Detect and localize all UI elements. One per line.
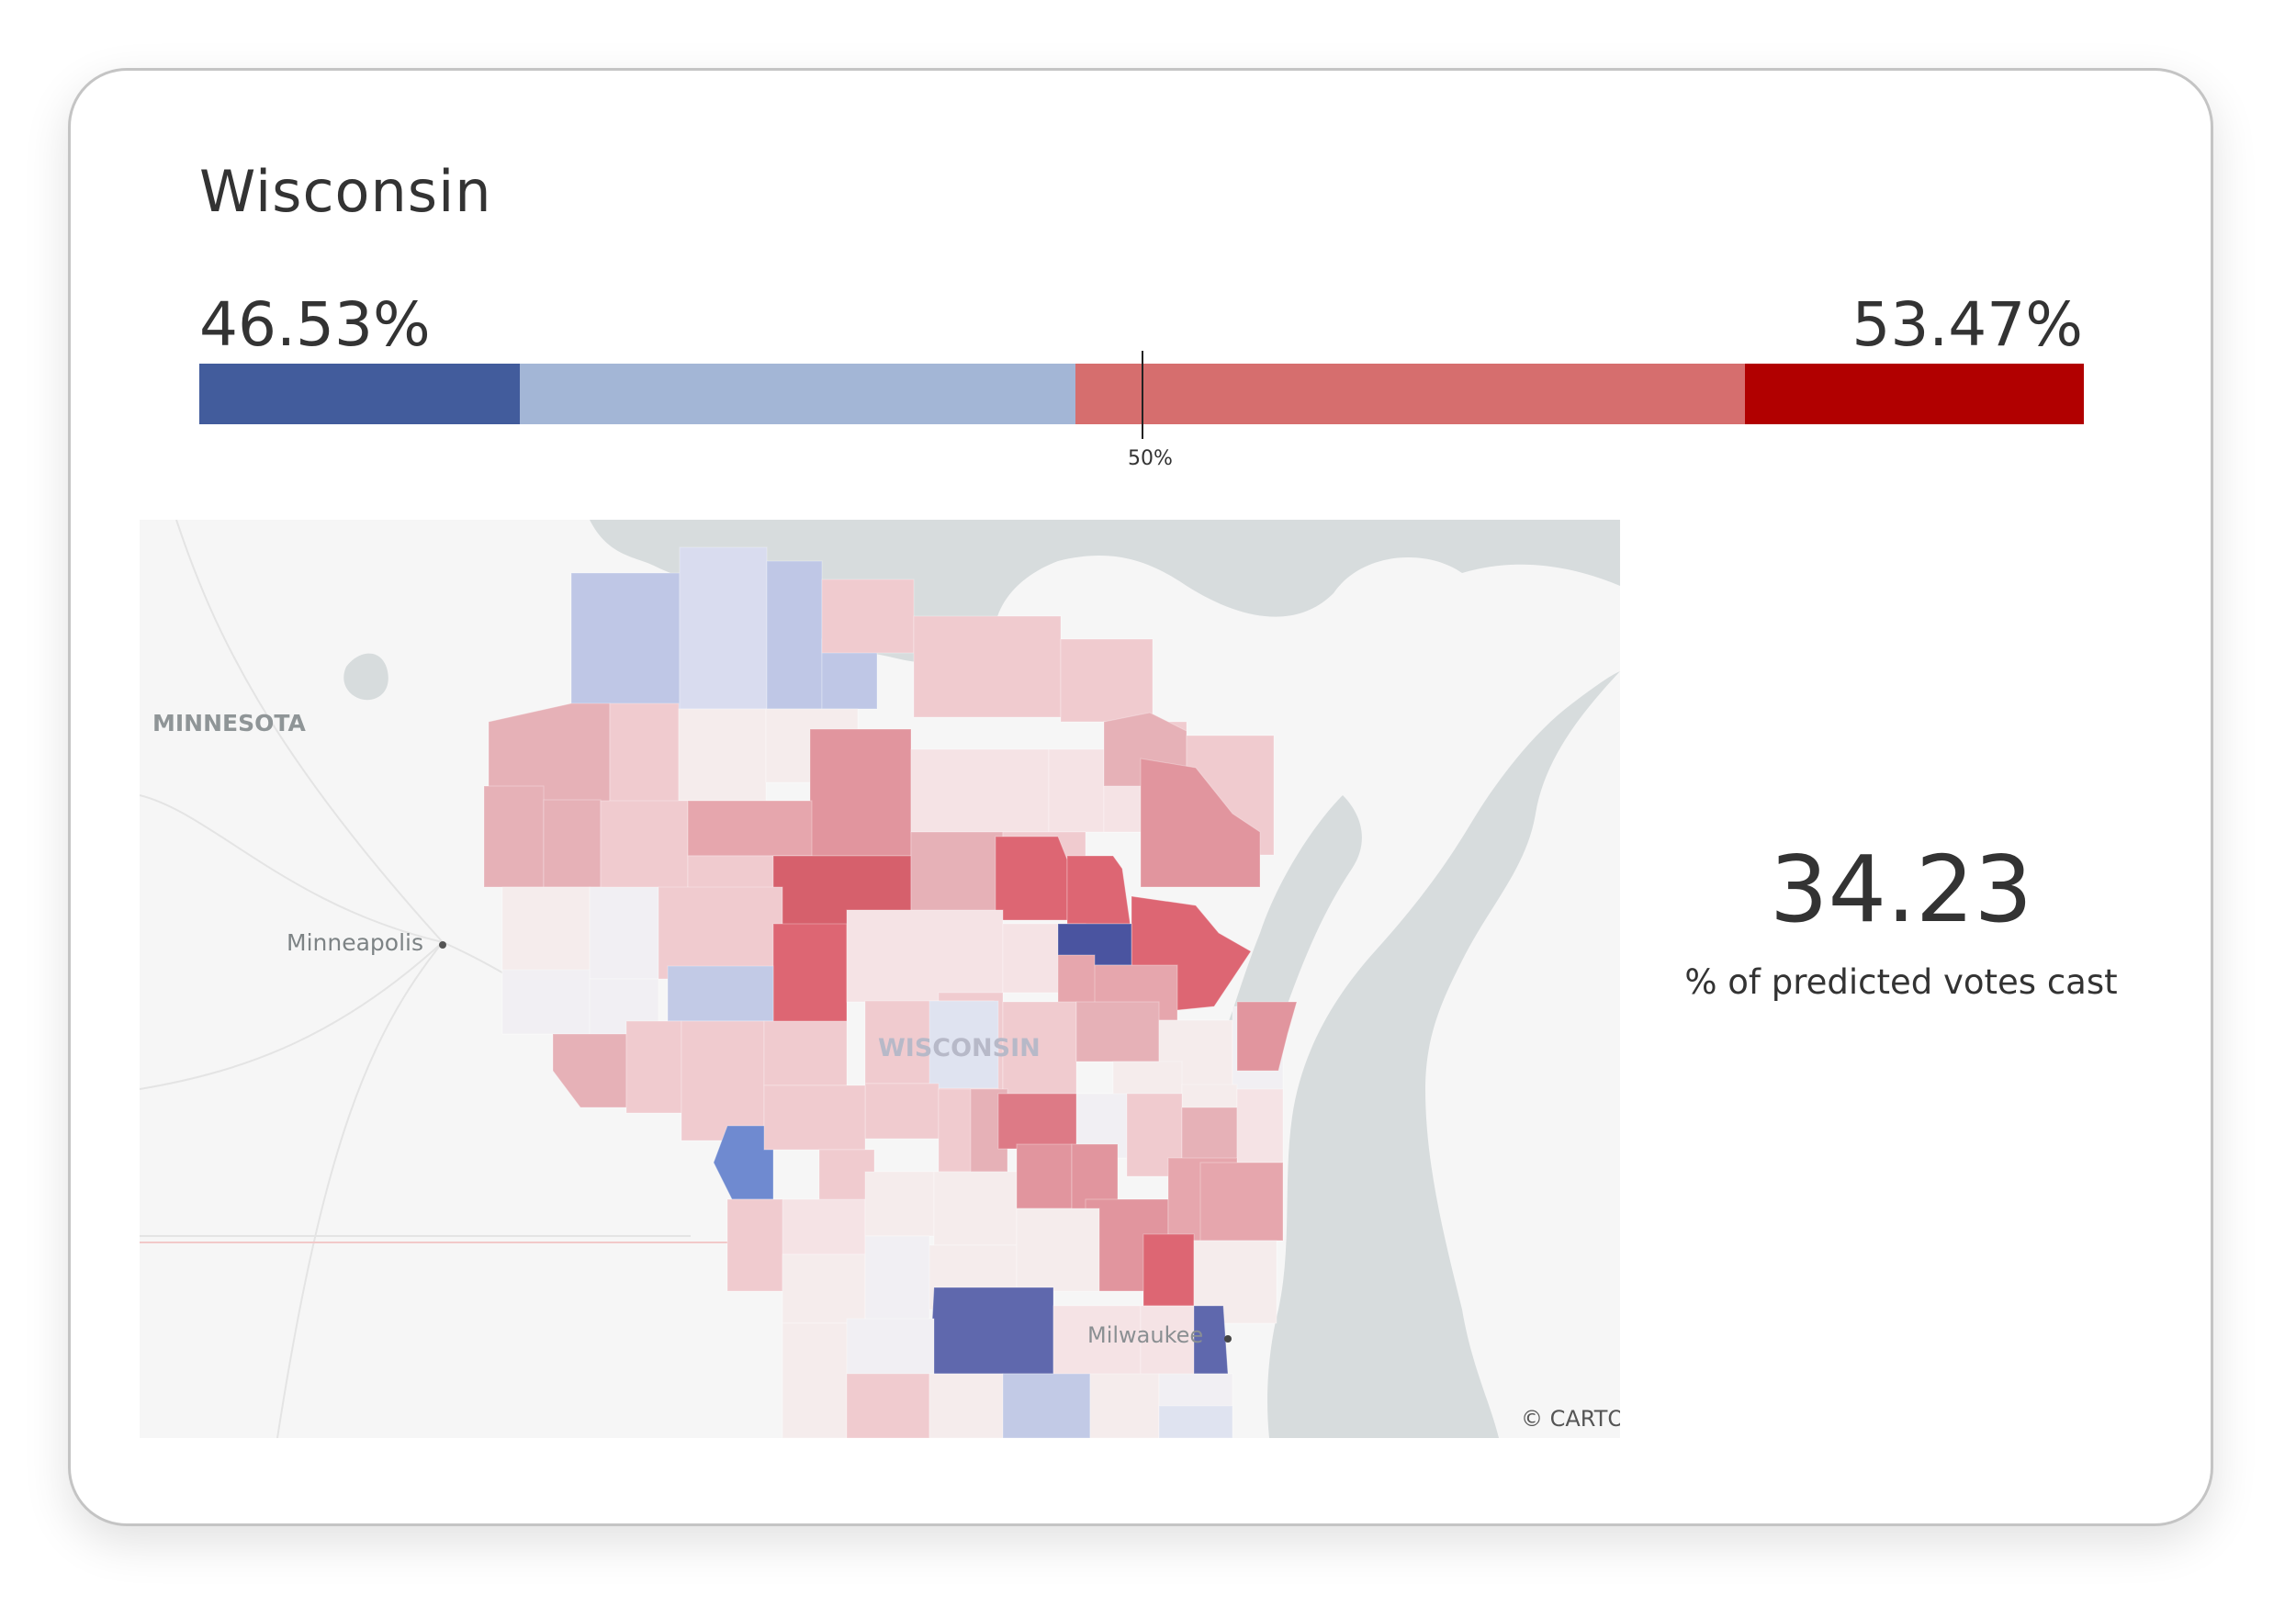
vote-bar-segment-3 [1075,364,1745,424]
minnesota-label: MINNESOTA [152,710,306,736]
county [772,1198,866,1255]
county [766,560,823,710]
county [609,702,680,805]
county [763,1020,848,1086]
vote-bar-segment-4 [1744,364,2084,424]
county [667,965,774,1022]
county [1016,1143,1073,1209]
dem-percent: 46.53% [199,289,431,360]
county [864,1083,940,1140]
county [821,579,915,654]
county [726,1198,783,1292]
county [1142,1233,1195,1307]
county [687,800,813,857]
mille-lacs [343,653,388,701]
county-map[interactable]: MINNESOTA Minneapolis WISCONSIN Milwauke… [140,520,1620,1438]
county [1193,1240,1277,1324]
fifty-percent-marker [1142,351,1143,439]
county [763,1084,866,1151]
county [910,748,1050,833]
predicted-votes-value: 34.23 [1769,836,2033,943]
counties [483,546,1298,1438]
county [483,785,545,888]
county [846,1373,930,1438]
vote-bar-segment-2 [519,364,1076,424]
lake-michigan [1267,671,1620,1438]
county [864,1171,935,1237]
green-bay [1223,795,1362,1034]
county [501,969,591,1035]
county [658,886,783,980]
county [1199,1162,1284,1242]
county [1060,638,1154,723]
county [1075,1001,1160,1062]
michigan-land [1550,795,1620,1438]
county [600,800,689,889]
county [681,1020,765,1141]
county [543,799,602,888]
county [910,831,1004,925]
county [1158,1405,1233,1438]
county [570,572,681,710]
county [809,728,912,857]
county [1016,1208,1100,1292]
milwaukee-label: Milwaukee [1087,1322,1203,1348]
county [997,1093,1082,1150]
county [501,886,591,975]
vote-bar-segment-1 [199,364,520,424]
county [678,708,767,802]
county [625,1020,682,1114]
carto-attribution: © CARTO [1521,1406,1620,1432]
county [929,1287,1054,1375]
county [995,836,1068,921]
county [552,1033,627,1108]
county [1236,1088,1284,1163]
county [1089,1373,1160,1438]
county [1236,1001,1298,1072]
milwaukee-dot [1224,1335,1232,1343]
county [933,1171,1018,1246]
county [864,1235,930,1329]
fifty-percent-label: 50% [1128,447,1173,470]
county [1002,1001,1077,1104]
predicted-votes-caption: % of predicted votes cast [1684,962,2118,1002]
minneapolis-dot [439,941,446,949]
county [1002,1373,1091,1438]
county [846,909,1004,1003]
state-title: Wisconsin [199,158,492,225]
rep-percent: 53.47% [1851,289,2083,360]
county [929,1000,999,1089]
county [782,1253,866,1324]
county [679,546,768,710]
county [1140,758,1261,888]
county [913,615,1062,718]
state-map-label: WISCONSIN [878,1034,1041,1062]
county [929,1373,1004,1438]
county [589,886,659,980]
vote-share-bar [199,364,2084,424]
minneapolis-label: Minneapolis [287,929,423,956]
